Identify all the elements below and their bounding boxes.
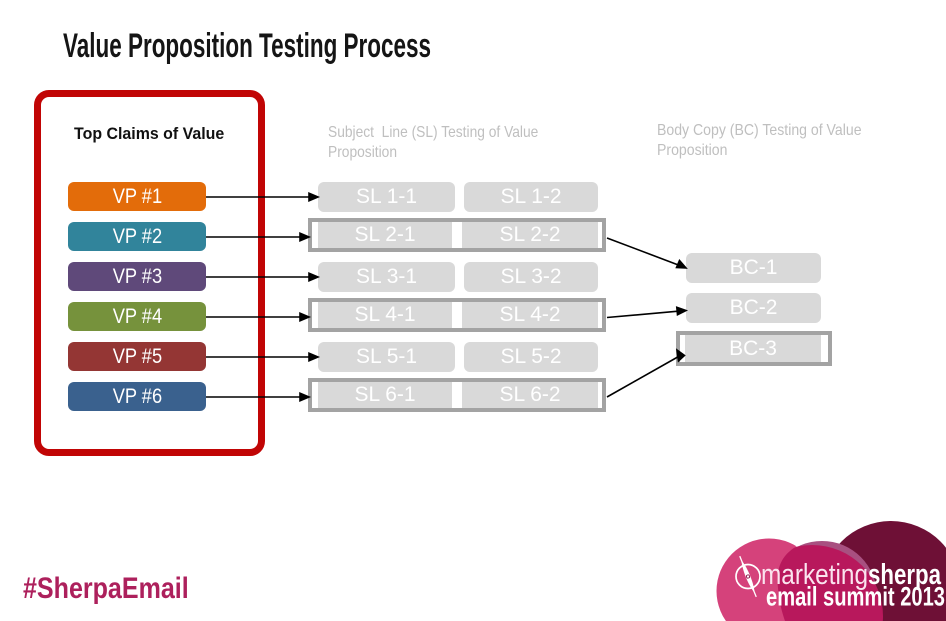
svg-text:sherpa: sherpa <box>868 559 942 591</box>
svg-text:marketing: marketing <box>761 559 868 591</box>
svg-text:email summit 2013: email summit 2013 <box>766 582 945 612</box>
